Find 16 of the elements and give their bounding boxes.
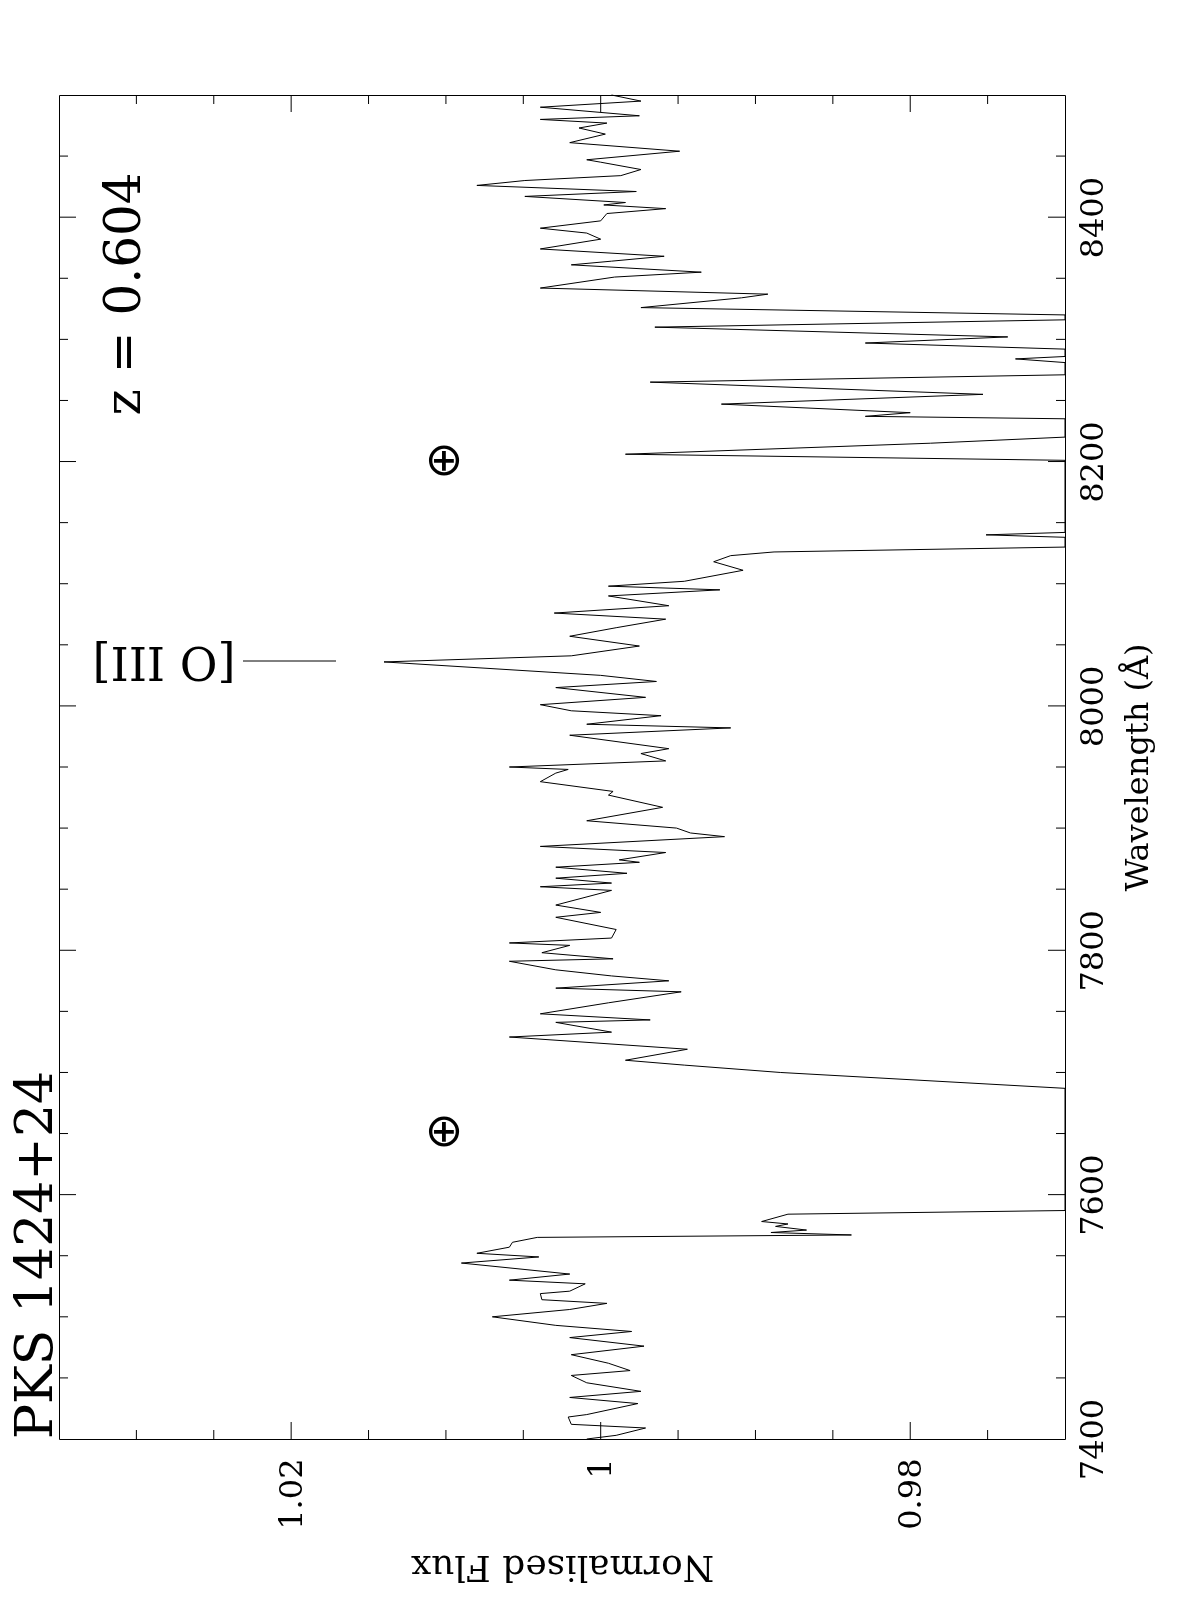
annotation: ⊕ (424, 432, 464, 486)
y-tick-label: 7600 (1072, 1154, 1111, 1236)
y-tick-label: 8000 (1072, 665, 1111, 748)
y-tick-label: 8200 (1072, 421, 1111, 503)
y-axis-title: Wavelength (Å) (1117, 643, 1156, 892)
x-tick-label: 1.02 (271, 1458, 310, 1530)
annotation: z = 0.604 (94, 172, 152, 416)
y-tick-label: 8400 (1072, 176, 1111, 259)
x-axis-title: Normalised Flux (410, 1547, 715, 1589)
annotation: ⊕ (424, 1103, 464, 1157)
x-tick-label: 1 (581, 1458, 620, 1479)
annotation: [O III] (92, 636, 236, 690)
x-tick-label: 0.98 (890, 1458, 929, 1530)
text: PKS 1424+24 (3, 1070, 64, 1439)
y-tick-label: 7800 (1072, 910, 1111, 992)
y-tick-label: 7400 (1072, 1398, 1111, 1481)
